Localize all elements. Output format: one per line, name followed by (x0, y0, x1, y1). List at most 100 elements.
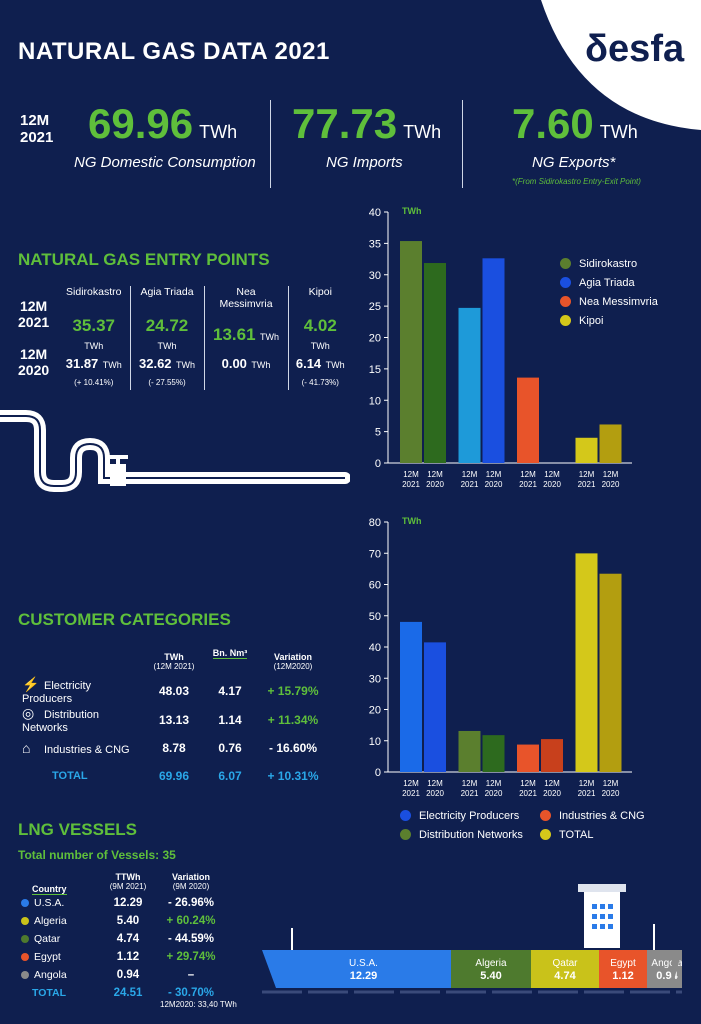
legend-item: Distribution Networks (400, 825, 540, 844)
x-tick-label: 12M (486, 470, 502, 479)
ep-name: Nea Messimvria (203, 286, 288, 316)
bar (424, 263, 446, 463)
bar (575, 553, 598, 772)
legend-item: TOTAL (540, 825, 670, 844)
y-tick-label: 20 (369, 705, 381, 717)
hull-label: Angola (651, 958, 682, 969)
ep-value-2021: 24.72 (145, 316, 189, 335)
y-tick-label: 50 (369, 611, 381, 623)
table-row: ⚡ Electricity Producers 48.03 4.17 + 15.7… (22, 676, 319, 705)
hull-value: 1.12 (612, 970, 633, 982)
kpi-imports: 77.73 TWh (292, 100, 442, 147)
table-row: Egypt 1.12 + 29.74% (18, 948, 226, 966)
table-row: Angola 0.94– (18, 966, 226, 984)
lng-title: LNG VESSELS (18, 820, 138, 839)
x-tick-label: 12M (462, 779, 478, 788)
ep-value-2020: 6.14 (295, 356, 322, 371)
y-tick-label: 0 (375, 458, 381, 470)
y-tick-label: 80 (369, 517, 381, 529)
kpi-exports-note: *(From Sidirokastro Entry-Exit Point) (512, 177, 641, 186)
ep-value-2020: 31.87 (65, 356, 99, 371)
x-tick-label: 2021 (578, 789, 596, 798)
lng-table: Country TTWh (9M 2021) Variation (9M 2020)… (18, 870, 226, 1002)
entry-points-title: NATURAL GAS ENTRY POINTS (18, 250, 270, 269)
x-tick-label: 2021 (519, 789, 537, 798)
y-tick-label: 35 (369, 238, 381, 250)
bar (482, 258, 505, 463)
factory-icon: ⌂ (22, 740, 31, 756)
ep-name: Sidirokastro (66, 286, 122, 298)
ep-value-2021: 13.61 (213, 325, 256, 344)
logo: δesfa (585, 28, 685, 70)
bar (424, 642, 446, 772)
bar (458, 307, 481, 463)
bar (458, 730, 481, 772)
y-tick-label: 15 (369, 364, 381, 376)
hull-bow (262, 950, 276, 988)
x-tick-label: 2020 (543, 480, 561, 489)
ep-name: Agia Triada (129, 286, 204, 316)
y-tick-label: 70 (369, 548, 381, 560)
kpi-exports-label: NG Exports* (532, 154, 616, 171)
lng-subtitle: Total number of Vessels: 35 (18, 848, 176, 862)
kpi-consumption-label: NG Domestic Consumption (74, 154, 256, 171)
power-tower-icon: ⚡ (22, 676, 40, 692)
x-tick-label: 2021 (402, 480, 420, 489)
bar (517, 744, 539, 772)
globe-icon: ◎ (22, 705, 35, 721)
period-2021: 12M 2021 (18, 298, 50, 330)
bar (400, 621, 422, 772)
x-tick-label: 12M (486, 779, 502, 788)
ep-name: Kipoi (287, 286, 352, 316)
bar (575, 437, 598, 463)
kpi-exports: 7.60 TWh (512, 100, 638, 147)
bar (517, 377, 539, 463)
y-tick-label: 30 (369, 673, 381, 685)
chart2-legend: Electricity Producers Industries & CNG D… (400, 806, 670, 844)
y-axis-label: TWh (402, 206, 422, 216)
x-tick-label: 2021 (402, 789, 420, 798)
ep-change: (- 27.55%) (129, 374, 204, 390)
ep-change: (+ 10.41%) (74, 377, 114, 387)
logo-corner (541, 0, 701, 130)
hull-label: Egypt (610, 958, 636, 969)
y-tick-label: 40 (369, 207, 381, 219)
hull-label: U.S.A. (349, 958, 378, 969)
hull-segment (531, 950, 599, 988)
y-tick-label: 25 (369, 301, 381, 313)
hull-label: Algeria (475, 958, 507, 969)
legend-item: Kipoi (560, 311, 658, 330)
y-tick-label: 40 (369, 642, 381, 654)
x-tick-label: 12M (462, 470, 478, 479)
ep-value-2020: 0.00 (221, 356, 247, 371)
x-tick-label: 2020 (602, 789, 620, 798)
legend-item: Electricity Producers (400, 806, 540, 825)
y-tick-label: 5 (375, 427, 381, 439)
customers-title: CUSTOMER CATEGORIES (18, 610, 231, 629)
x-tick-label: 12M (427, 779, 443, 788)
table-row: U.S.A. 12.29- 26.96% (18, 894, 226, 912)
entry-points-table: Sidirokastro Agia Triada Nea Messimvria … (58, 286, 352, 390)
period-2020: 12M 2020 (18, 346, 50, 378)
x-tick-label: 12M (520, 470, 536, 479)
x-tick-label: 12M (403, 779, 419, 788)
table-row: ⌂ Industries & CNG 8.78 0.76 - 16.60% (22, 740, 318, 756)
x-tick-label: 12M (603, 470, 619, 479)
bar (482, 735, 505, 772)
hull-value: 4.74 (554, 970, 576, 982)
customers-table: TWh (12M 2021) Bn. Nm³ Variation (12M2020)… (18, 648, 326, 790)
table-row: ◎ Distribution Networks 13.13 1.14 + 11.3… (22, 705, 319, 734)
y-tick-label: 10 (369, 736, 381, 748)
ep-change (203, 374, 288, 390)
chart1-legend: Sidirokastro Agia Triada Nea Messimvria … (560, 254, 658, 330)
table-row: Algeria 5.40 + 60.24% (18, 912, 226, 930)
x-tick-label: 2020 (485, 480, 503, 489)
table-row-total: TOTAL 69.96 6.07 + 10.31% (52, 769, 319, 783)
x-tick-label: 2021 (519, 480, 537, 489)
x-tick-label: 2020 (602, 480, 620, 489)
x-tick-label: 2021 (461, 480, 479, 489)
y-tick-label: 0 (375, 767, 381, 779)
x-tick-label: 12M (427, 470, 443, 479)
